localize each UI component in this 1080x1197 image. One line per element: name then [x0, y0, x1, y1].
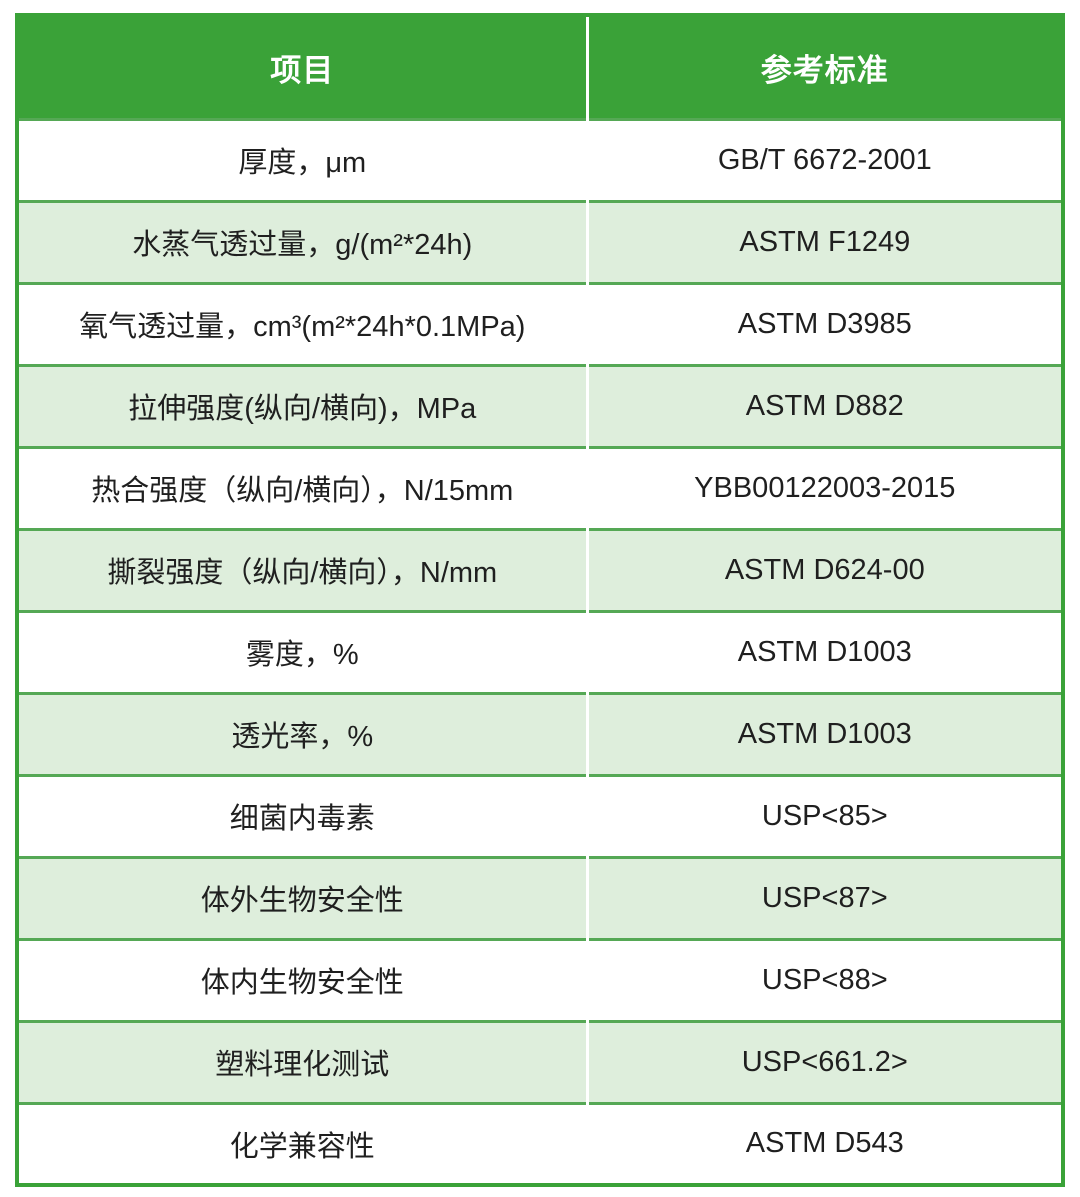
spec-table: 项目 参考标准 厚度，μm GB/T 6672-2001 水蒸气透过量，g/(m… [15, 13, 1065, 1187]
table-row: 厚度，μm GB/T 6672-2001 [17, 117, 1063, 201]
item-cell: 细菌内毒素 [17, 773, 588, 857]
item-cell: 体内生物安全性 [17, 937, 588, 1021]
table-row: 体外生物安全性 USP<87> [17, 855, 1063, 939]
header-cell-standard: 参考标准 [585, 15, 1063, 119]
table-row: 拉伸强度(纵向/横向)，MPa ASTM D882 [17, 363, 1063, 447]
standard-cell: YBB00122003-2015 [585, 445, 1063, 529]
header-row: 项目 参考标准 [17, 15, 1063, 119]
item-cell: 厚度，μm [17, 117, 588, 201]
standard-cell: ASTM D543 [585, 1101, 1063, 1185]
standard-cell: ASTM D624-00 [585, 527, 1063, 611]
table-row: 体内生物安全性 USP<88> [17, 937, 1063, 1021]
table-row: 透光率，% ASTM D1003 [17, 691, 1063, 775]
standard-cell: USP<661.2> [585, 1019, 1063, 1103]
item-cell: 氧气透过量，cm³(m²*24h*0.1MPa) [17, 281, 588, 365]
table-row: 撕裂强度（纵向/横向），N/mm ASTM D624-00 [17, 527, 1063, 611]
standard-cell: ASTM D1003 [585, 691, 1063, 775]
item-cell: 化学兼容性 [17, 1101, 588, 1185]
standard-cell: ASTM F1249 [585, 199, 1063, 283]
item-cell: 透光率，% [17, 691, 588, 775]
table-row: 化学兼容性 ASTM D543 [17, 1101, 1063, 1185]
standard-cell: GB/T 6672-2001 [585, 117, 1063, 201]
item-cell: 体外生物安全性 [17, 855, 588, 939]
standard-cell: ASTM D1003 [585, 609, 1063, 693]
standard-cell: USP<88> [585, 937, 1063, 1021]
item-cell: 热合强度（纵向/横向），N/15mm [17, 445, 588, 529]
item-cell: 水蒸气透过量，g/(m²*24h) [17, 199, 588, 283]
table-body: 厚度，μm GB/T 6672-2001 水蒸气透过量，g/(m²*24h) A… [17, 117, 1063, 1185]
table-row: 塑料理化测试 USP<661.2> [17, 1019, 1063, 1103]
item-cell: 拉伸强度(纵向/横向)，MPa [17, 363, 588, 447]
standard-cell: ASTM D3985 [585, 281, 1063, 365]
table-row: 雾度，% ASTM D1003 [17, 609, 1063, 693]
table-row: 氧气透过量，cm³(m²*24h*0.1MPa) ASTM D3985 [17, 281, 1063, 365]
standard-cell: ASTM D882 [585, 363, 1063, 447]
table-row: 水蒸气透过量，g/(m²*24h) ASTM F1249 [17, 199, 1063, 283]
standard-cell: USP<85> [585, 773, 1063, 857]
header-cell-item: 项目 [17, 15, 588, 119]
standard-cell: USP<87> [585, 855, 1063, 939]
item-cell: 塑料理化测试 [17, 1019, 588, 1103]
table-row: 细菌内毒素 USP<85> [17, 773, 1063, 857]
item-cell: 撕裂强度（纵向/横向），N/mm [17, 527, 588, 611]
item-cell: 雾度，% [17, 609, 588, 693]
table-row: 热合强度（纵向/横向），N/15mm YBB00122003-2015 [17, 445, 1063, 529]
